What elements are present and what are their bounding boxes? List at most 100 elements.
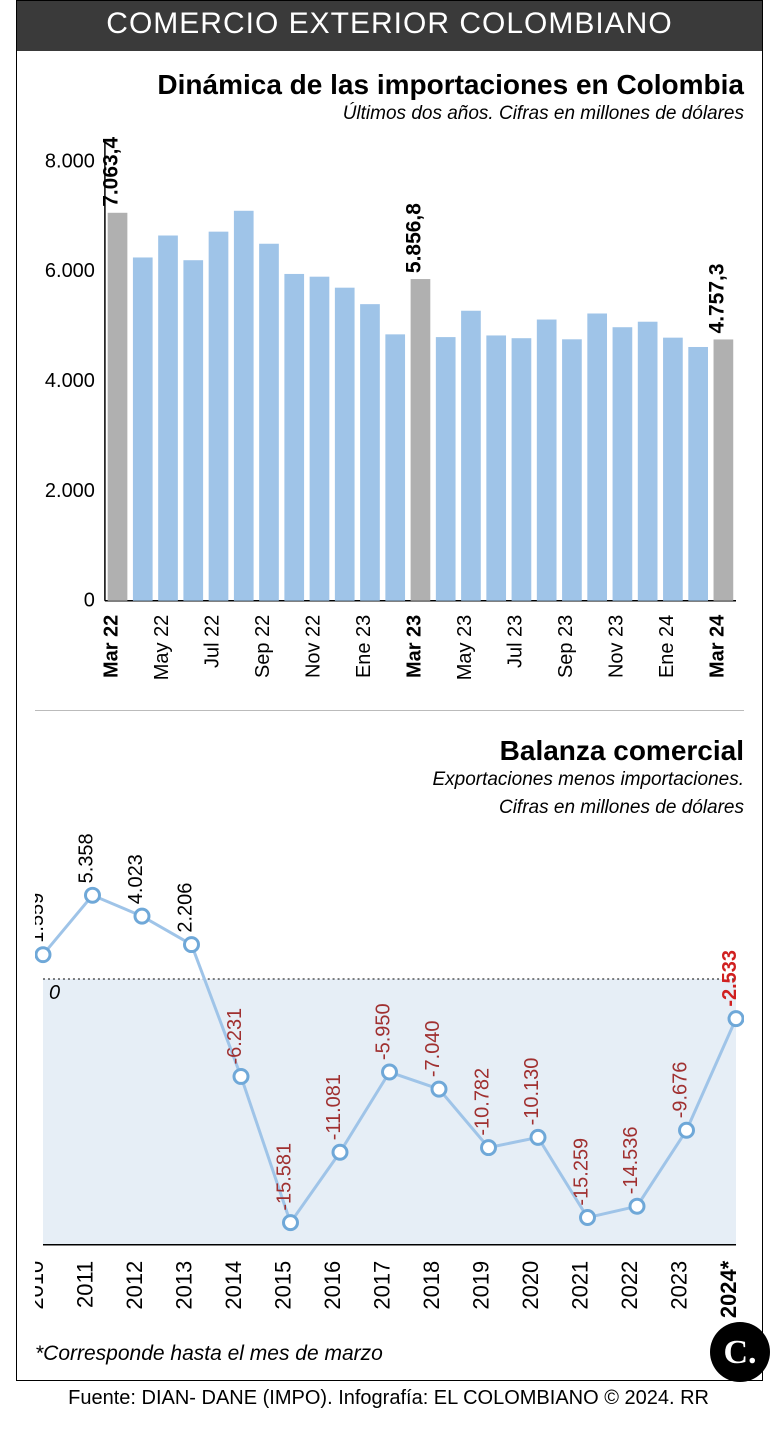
line-value-label: -2.533	[719, 950, 741, 1007]
bar	[714, 339, 734, 600]
bar	[183, 260, 203, 601]
line-xlabel: 2010	[35, 1261, 48, 1310]
bar	[461, 311, 481, 601]
divider-line	[35, 710, 744, 711]
line-xlabel: 2011	[72, 1261, 97, 1308]
line-value-label: -10.130	[521, 1058, 543, 1126]
bar-value-label: 5.856,8	[402, 203, 425, 273]
line-marker	[482, 1141, 496, 1155]
line-xlabel: 2022	[617, 1261, 642, 1310]
bar-xlabel: Nov 23	[605, 615, 627, 678]
bar	[385, 334, 405, 600]
line-xlabel: 2017	[370, 1261, 395, 1310]
bar	[638, 322, 658, 601]
line-marker	[729, 1012, 743, 1026]
line-xlabel: 2013	[171, 1261, 196, 1310]
header-bar: COMERCIO EXTERIOR COLOMBIANO	[17, 1, 762, 51]
bar	[613, 327, 633, 601]
bar-ytick-label: 0	[84, 590, 95, 612]
line-marker	[531, 1130, 545, 1144]
line-value-label: -14.536	[620, 1127, 642, 1195]
line-marker	[680, 1123, 694, 1137]
bar-value-label: 4.757,3	[705, 263, 728, 333]
bar	[234, 211, 254, 601]
bar-xlabel: Mar 23	[403, 615, 425, 678]
bar-ytick-label: 4.000	[45, 370, 95, 392]
line-value-label: -6.231	[224, 1008, 246, 1065]
bar-xlabel: Nov 22	[302, 615, 324, 678]
line-value-label: -10.782	[472, 1068, 494, 1136]
line-marker	[383, 1065, 397, 1079]
line-marker	[135, 909, 149, 923]
bar-ytick-label: 2.000	[45, 480, 95, 502]
line-xlabel: 2014	[221, 1261, 246, 1310]
line-chart-subtitle-1: Exportaciones menos importaciones.	[35, 769, 744, 791]
line-xlabel: 2018	[419, 1261, 444, 1310]
header-title: COMERCIO EXTERIOR COLOMBIANO	[106, 7, 672, 40]
line-marker	[581, 1211, 595, 1225]
publisher-logo: C.	[709, 1321, 771, 1388]
line-value-label: -7.040	[422, 1020, 444, 1077]
line-chart-subtitle-2: Cifras en millones de dólares	[35, 797, 744, 819]
line-marker	[333, 1145, 347, 1159]
bar	[284, 274, 304, 601]
bar	[108, 213, 128, 601]
line-value-label: -5.950	[373, 1003, 395, 1060]
bar-chart-svg: 02.0004.0006.0008.0007.063,4Mar 22May 22…	[35, 131, 744, 691]
bar	[486, 335, 506, 600]
line-xlabel: 2020	[518, 1261, 543, 1310]
bar	[537, 320, 557, 601]
line-xlabel: 2024*	[716, 1260, 741, 1318]
line-xlabel: 2012	[122, 1261, 147, 1310]
bar-chart-block: Dinámica de las importaciones en Colombi…	[17, 51, 762, 704]
bar	[335, 288, 355, 601]
bar	[158, 235, 178, 600]
line-marker	[86, 888, 100, 902]
bar	[688, 347, 708, 601]
bar	[411, 279, 431, 601]
bar	[209, 232, 229, 601]
line-marker	[185, 938, 199, 952]
zero-label: 0	[49, 982, 60, 1004]
bar-xlabel: Sep 22	[252, 615, 274, 678]
bar-xlabel: May 23	[454, 615, 476, 680]
line-chart-svg: 0 1.559 5.358 4.023 2.206 -6.231 -15.581 -11.08…	[35, 825, 744, 1325]
line-xlabel: 2021	[568, 1261, 593, 1310]
bar	[436, 337, 456, 601]
bar	[133, 257, 153, 600]
bar-xlabel: Jul 22	[202, 615, 224, 668]
line-value-label: 2.206	[174, 883, 196, 933]
line-xlabel: 2016	[320, 1261, 345, 1310]
line-marker	[630, 1199, 644, 1213]
line-value-label: 1.559	[35, 893, 48, 943]
bar-xlabel: Sep 23	[555, 615, 577, 678]
svg-text:C.: C.	[723, 1334, 756, 1371]
line-marker	[284, 1216, 298, 1230]
bar-ytick-label: 8.000	[45, 150, 95, 172]
line-value-label: -15.259	[571, 1138, 593, 1206]
line-value-label: 5.358	[75, 833, 97, 883]
bar	[310, 277, 330, 601]
line-xlabel: 2023	[667, 1261, 692, 1310]
infographic-frame: COMERCIO EXTERIOR COLOMBIANO Dinámica de…	[16, 0, 763, 1381]
bar-xlabel: Mar 24	[706, 615, 728, 678]
bar-xlabel: Jul 23	[504, 615, 526, 668]
line-value-label: -15.581	[273, 1143, 295, 1211]
bar	[587, 313, 607, 600]
line-marker	[234, 1069, 248, 1083]
line-chart-title: Balanza comercial	[35, 735, 744, 767]
bar-xlabel: Mar 22	[101, 615, 123, 678]
bar-xlabel: Ene 24	[656, 615, 678, 678]
line-value-label: -9.676	[670, 1062, 692, 1119]
source-text: Fuente: DIAN- DANE (IMPO). Infografía: E…	[16, 1387, 763, 1410]
line-value-label: -11.081	[323, 1074, 345, 1140]
bar-xlabel: Ene 23	[353, 615, 375, 678]
line-xlabel: 2019	[469, 1261, 494, 1310]
bar	[512, 338, 532, 601]
footnote-text: *Corresponde hasta el mes de marzo	[17, 1338, 762, 1380]
bar	[259, 244, 279, 601]
bar-xlabel: May 22	[151, 615, 173, 680]
line-value-label: 4.023	[125, 854, 147, 904]
bar-chart-subtitle: Últimos dos años. Cifras en millones de …	[35, 103, 744, 125]
line-chart-block: Balanza comercial Exportaciones menos im…	[17, 717, 762, 1338]
